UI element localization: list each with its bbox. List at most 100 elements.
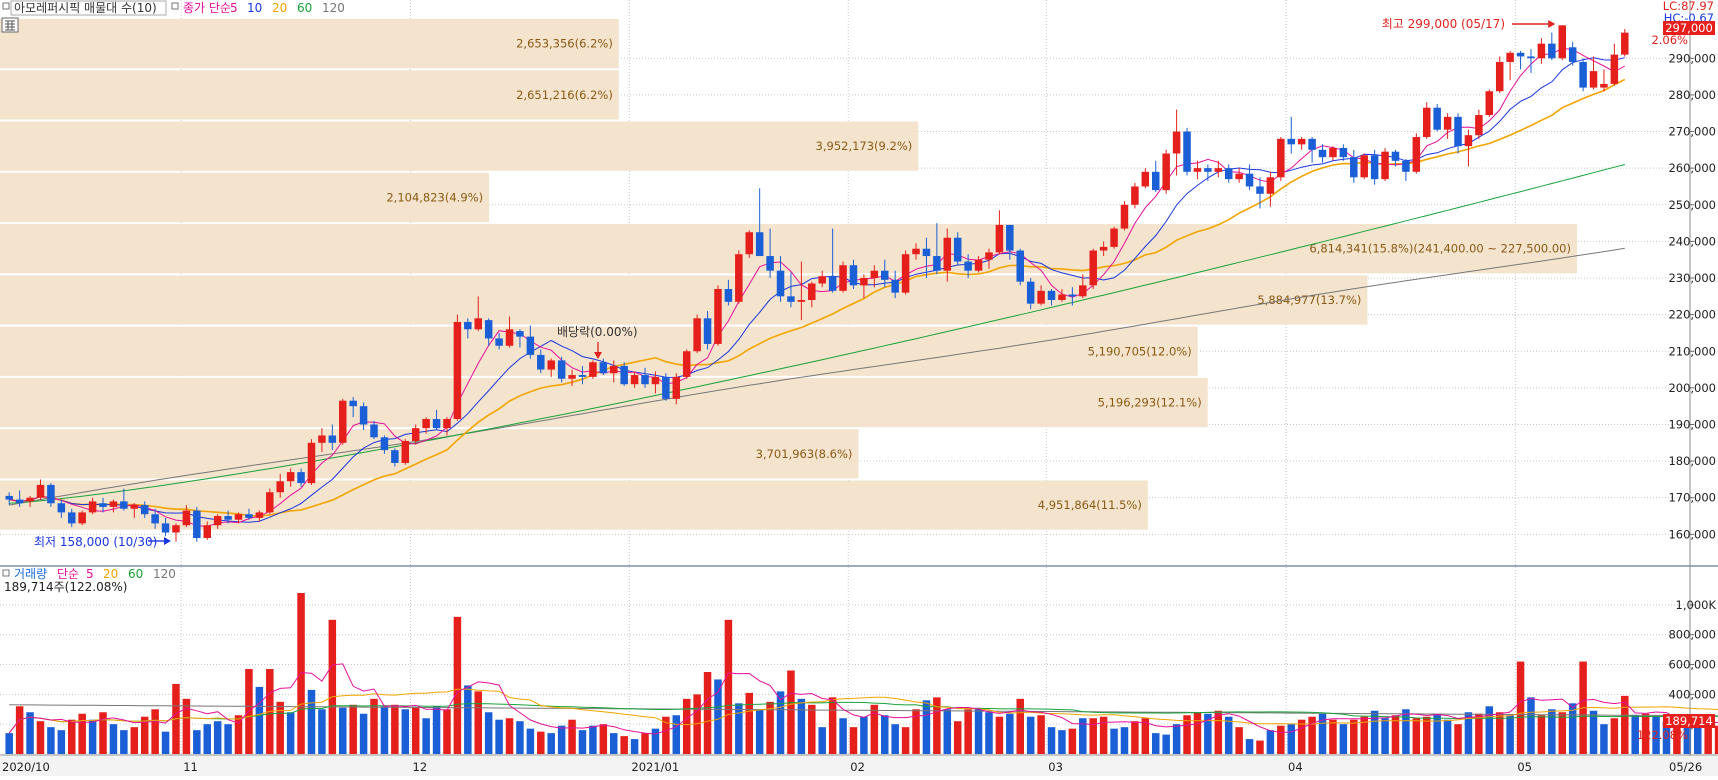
candle-body [1360,155,1368,178]
volume-bar [1099,716,1108,754]
volume-profile-bar [0,377,1208,428]
volume-bar [1589,710,1598,754]
volume-bar [714,679,722,754]
volume-bar [1402,709,1410,754]
candle-body [1245,173,1254,187]
candle-body [776,270,785,297]
volume-bar [422,718,430,754]
candle-body [1099,246,1108,251]
candle-body [609,365,618,374]
candle-body [26,497,34,502]
candle-body [1277,138,1285,178]
vol-ma60-line [8,701,1718,734]
volume-bar [370,698,378,754]
candle-body [943,237,952,271]
volume-bar [1172,724,1181,754]
volume-bar [672,715,681,754]
candle-body [1037,290,1045,304]
volume-profile-bar [0,275,1368,325]
volume-bar [5,733,13,754]
volume-bar [1277,725,1285,754]
candle-body [1495,61,1504,92]
ma-period-label: 20 [272,1,287,15]
price-tick-label: 160,000 [1668,527,1716,541]
volume-profile-bar [0,70,619,120]
date-label: 05 [1517,760,1532,774]
volume-bar [787,670,795,754]
volume-bar [67,719,76,754]
candle-body [755,232,764,257]
volume-bar [1350,719,1358,754]
candle-body [703,318,712,344]
candle-body [682,351,691,377]
candle-body [1537,43,1546,59]
candle-body [589,362,597,377]
legend-square-icon[interactable] [2,569,10,577]
volume-bar [432,706,441,754]
price-tick-label: 280,000 [1668,88,1716,102]
volume-bar [797,698,806,754]
candle-body [1110,228,1118,247]
candle-body [1579,61,1587,88]
volume-bar [808,704,816,754]
candle-body [1433,107,1441,130]
date-label: 2020/10 [2,760,50,774]
stock-label-box[interactable] [10,0,167,16]
candle-body [36,484,45,498]
volume-bar [1641,713,1650,754]
volume-profile-bar [0,326,1198,376]
volume-bar [1287,724,1296,754]
volume-bar [1318,713,1327,754]
candle-body [370,424,378,438]
candle-body [1370,155,1379,180]
volume-bar [755,709,764,754]
candle-body [422,419,430,429]
candle-body [182,510,191,526]
volume-bar [213,721,222,754]
candle-body [599,362,608,374]
candle-body [745,232,754,255]
volume-ma-title: 단순 [57,567,79,581]
candle-body [974,259,983,271]
candle-body [1256,186,1264,194]
candle-body [1204,168,1212,172]
volume-bar [349,704,357,754]
volume-bar [1381,718,1389,754]
volume-bar [1485,706,1494,754]
candle-body [1006,224,1014,251]
candle-body [1120,204,1129,229]
volume-bar [1193,712,1202,754]
volume-bar [964,709,972,754]
candle-body [1131,186,1139,205]
candle-body [1089,250,1097,286]
price-tick-label: 200,000 [1668,381,1716,395]
legend-square-icon[interactable] [2,2,10,10]
candle-body [67,512,76,524]
candle-body [620,365,628,385]
candle-body [1589,71,1598,88]
volume-bar [1464,712,1473,754]
candle-body [818,276,826,284]
legend-square-icon[interactable] [171,2,179,10]
volume-bar [36,721,45,754]
volume-bar [1631,715,1639,754]
candle-body [130,505,139,509]
volume-bar [1693,719,1702,754]
candle-body [380,437,389,451]
candle-body [1464,135,1473,147]
candle-body [193,510,201,539]
candle-body [349,400,357,407]
candle-body [88,501,97,513]
volume-tick-label: 600,000 [1668,658,1716,672]
candle-body [891,279,899,293]
candle-body [557,360,566,379]
volume-bar [1037,715,1045,754]
candle-body [328,435,337,443]
candle-body [1506,52,1514,62]
volume-bar [662,716,670,754]
candle-body [286,472,295,482]
volume-bar [1047,727,1056,754]
candle-body [1235,173,1243,180]
volume-bar [255,686,264,754]
